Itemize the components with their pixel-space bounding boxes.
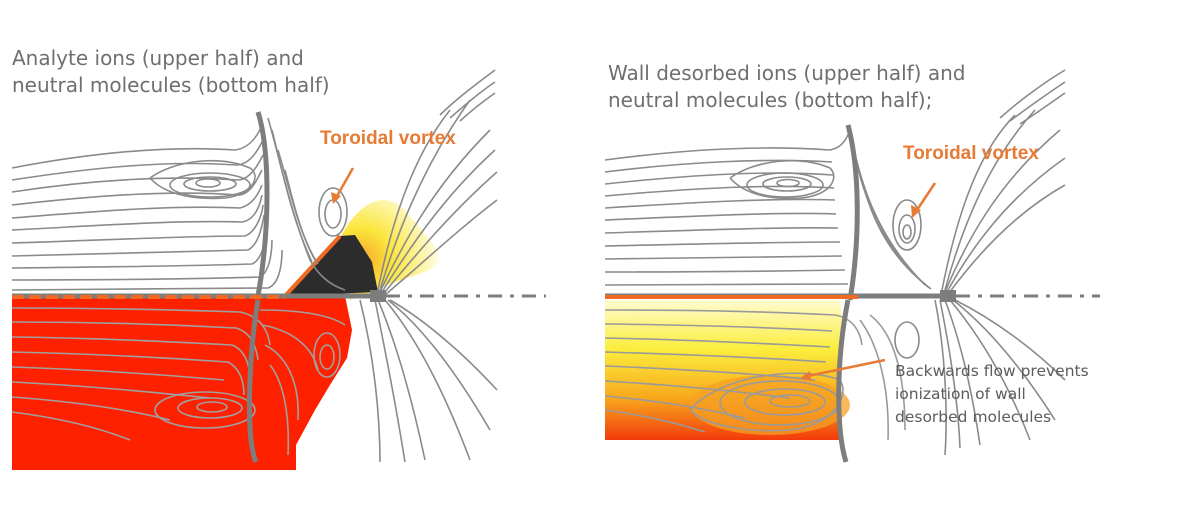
right-caption-line2: neutral molecules (bottom half);: [608, 88, 933, 112]
right-flow-panel: [604, 69, 1100, 463]
left-orange-edge: [283, 234, 342, 298]
annotation-line2: ionization of wall: [895, 385, 1026, 403]
right-orifice: [940, 290, 956, 302]
left-caption: Analyte ions (upper half) and neutral mo…: [12, 45, 330, 99]
left-caption-line2: neutral molecules (bottom half): [12, 73, 330, 97]
left-fan-streamlines: [359, 69, 498, 463]
left-upper-streamlines: [11, 117, 346, 291]
right-vortex-arrow: [911, 182, 937, 218]
left-upper-eddy: [149, 159, 256, 200]
annotation-line3: desorbed molecules: [895, 408, 1052, 426]
left-dark-region: [285, 235, 378, 296]
left-vortex-label: Toroidal vortex: [320, 128, 456, 149]
left-orifice: [370, 290, 386, 302]
right-vortex-label: Toroidal vortex: [903, 143, 1039, 164]
right-caption: Wall desorbed ions (upper half) and neut…: [608, 60, 965, 114]
right-lower-streamlines: [604, 309, 906, 441]
left-flow-panel: [11, 69, 546, 470]
backflow-annotation: Backwards flow prevents ionization of wa…: [895, 360, 1089, 429]
right-eddy-hot-core: [690, 375, 850, 435]
right-upper-eddy: [729, 159, 922, 359]
left-lower-eddy: [154, 332, 341, 429]
left-vortex-arrow: [331, 167, 355, 204]
right-backflow-arrow: [800, 358, 886, 381]
right-upper-streamlines: [604, 127, 932, 290]
right-fan-streamlines: [934, 69, 1066, 456]
annotation-line1: Backwards flow prevents: [895, 362, 1089, 380]
left-caption-line1: Analyte ions (upper half) and: [12, 46, 304, 70]
right-caption-line1: Wall desorbed ions (upper half) and: [608, 61, 966, 85]
